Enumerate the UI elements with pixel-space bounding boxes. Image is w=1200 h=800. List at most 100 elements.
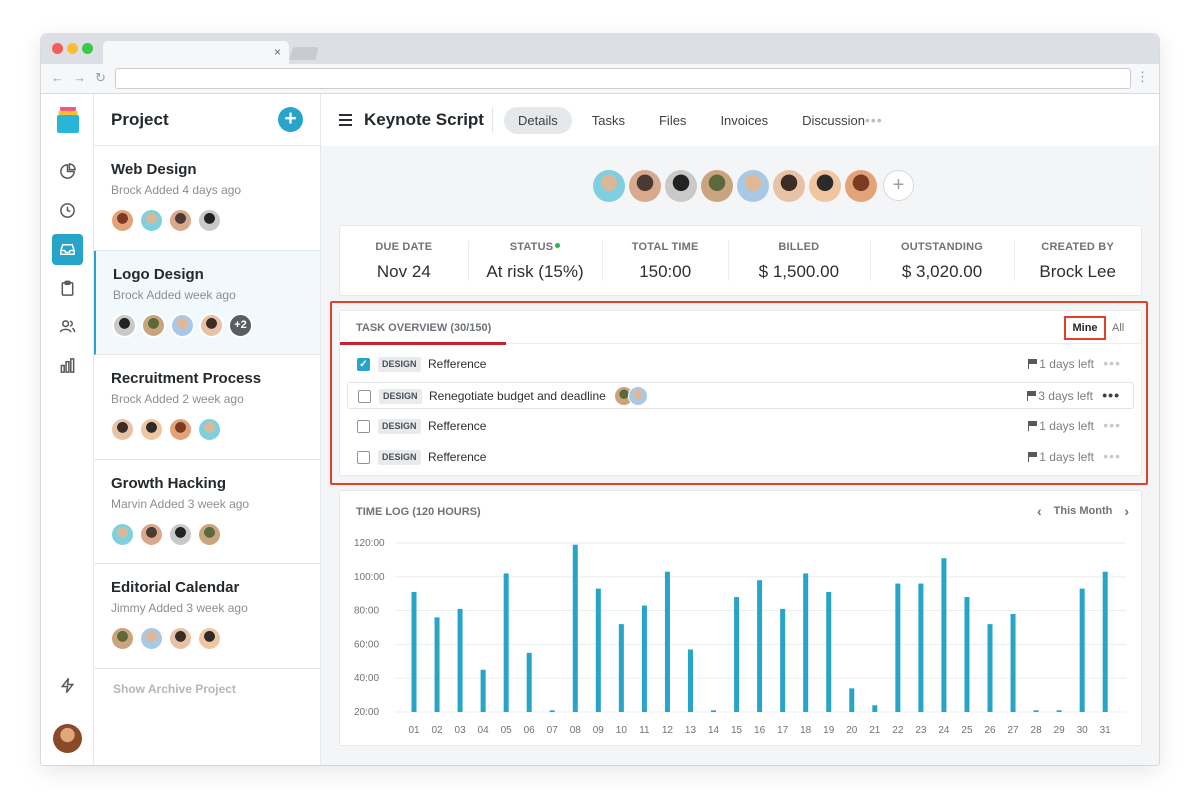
bar[interactable]	[503, 573, 509, 712]
tab-files[interactable]: Files	[658, 113, 687, 128]
bar-chart-icon[interactable]	[52, 350, 83, 381]
bar[interactable]	[1102, 571, 1108, 712]
task-row[interactable]: ✓ DESIGN Refference 1 days left •••	[347, 351, 1134, 378]
bar[interactable]	[434, 617, 440, 712]
next-period-icon[interactable]: ›	[1124, 503, 1129, 519]
prev-period-icon[interactable]: ‹	[1037, 503, 1042, 519]
project-item[interactable]: Logo Design Brock Added week ago +2	[94, 250, 320, 355]
lightning-icon[interactable]	[52, 670, 83, 701]
bar[interactable]	[641, 605, 647, 712]
forward-icon[interactable]: →	[73, 70, 86, 85]
bar[interactable]	[780, 608, 786, 712]
bar[interactable]	[1079, 588, 1085, 712]
bar[interactable]	[595, 588, 601, 712]
menu-icon[interactable]	[339, 114, 352, 126]
inbox-icon[interactable]	[52, 234, 83, 265]
project-item[interactable]: Growth Hacking Marvin Added 3 week ago	[94, 460, 320, 564]
bar[interactable]	[872, 705, 878, 712]
minimize-window-button[interactable]	[67, 43, 78, 54]
task-name[interactable]: Refference	[428, 450, 487, 464]
task-more-icon[interactable]: •••	[1103, 448, 1121, 464]
bar[interactable]	[941, 558, 947, 712]
task-checkbox[interactable]	[358, 390, 371, 403]
user-avatar[interactable]	[53, 724, 82, 753]
bar[interactable]	[895, 583, 901, 712]
tab-discussion[interactable]: Discussion	[802, 113, 865, 128]
browser-menu-icon[interactable]: ⋮	[1136, 69, 1149, 84]
task-row[interactable]: DESIGN Refference 1 days left •••	[347, 444, 1134, 471]
project-item[interactable]: Web Design Brock Added 4 days ago	[94, 146, 320, 251]
member-avatar[interactable]	[845, 170, 877, 202]
browser-tab[interactable]: ×	[103, 41, 289, 65]
reload-icon[interactable]: ↻	[95, 70, 106, 85]
clipboard-icon[interactable]	[52, 273, 83, 304]
project-item[interactable]: Recruitment Process Brock Added 2 week a…	[94, 355, 320, 460]
bar[interactable]	[457, 608, 463, 712]
more-members-badge[interactable]: +2	[228, 312, 253, 338]
more-tabs-icon[interactable]: •••	[865, 112, 883, 128]
address-bar[interactable]	[115, 68, 1131, 89]
x-tick-label: 22	[892, 725, 904, 736]
bar[interactable]	[734, 597, 740, 712]
pie-chart-icon[interactable]	[52, 156, 83, 187]
member-avatar[interactable]	[593, 170, 625, 202]
filter-all-button[interactable]: All	[1112, 322, 1125, 334]
bar[interactable]	[918, 583, 924, 712]
task-more-icon[interactable]: •••	[1103, 355, 1121, 371]
member-avatar[interactable]	[629, 170, 661, 202]
bar[interactable]	[1010, 613, 1016, 712]
bar[interactable]	[687, 649, 693, 712]
task-checkbox[interactable]	[357, 420, 370, 433]
task-name[interactable]: Renegotiate budget and deadline	[429, 389, 606, 403]
member-avatar[interactable]	[773, 170, 805, 202]
bar[interactable]	[1056, 710, 1062, 712]
bar[interactable]	[987, 624, 993, 712]
tab-details[interactable]: Details	[504, 107, 572, 134]
tab-close-icon[interactable]: ×	[273, 45, 281, 59]
bar[interactable]	[757, 580, 763, 712]
bar[interactable]	[618, 624, 624, 712]
project-members	[110, 417, 226, 442]
bar[interactable]	[826, 592, 832, 712]
member-avatar[interactable]	[737, 170, 769, 202]
maximize-window-button[interactable]	[82, 43, 93, 54]
task-row[interactable]: DESIGN Refference 1 days left •••	[347, 413, 1134, 440]
add-member-button[interactable]: +	[883, 170, 914, 201]
bar[interactable]	[549, 710, 555, 712]
bar[interactable]	[480, 669, 486, 712]
avatar	[628, 386, 648, 406]
task-more-icon[interactable]: •••	[1103, 417, 1121, 433]
task-name[interactable]: Refference	[428, 419, 487, 433]
clock-icon[interactable]	[52, 195, 83, 226]
back-icon[interactable]: ←	[51, 70, 64, 85]
member-avatar[interactable]	[809, 170, 841, 202]
tab-invoices[interactable]: Invoices	[720, 113, 769, 128]
users-icon[interactable]	[52, 311, 83, 342]
bar[interactable]	[572, 544, 578, 712]
close-window-button[interactable]	[52, 43, 63, 54]
project-item[interactable]: Editorial Calendar Jimmy Added 3 week ag…	[94, 564, 320, 669]
bar[interactable]	[526, 652, 532, 712]
task-checkbox[interactable]: ✓	[357, 358, 370, 371]
add-project-button[interactable]: +	[278, 107, 303, 132]
bar[interactable]	[1033, 710, 1039, 712]
bar[interactable]	[664, 571, 670, 712]
filter-mine-button[interactable]: Mine	[1064, 316, 1106, 340]
task-name[interactable]: Refference	[428, 357, 487, 371]
member-avatar[interactable]	[701, 170, 733, 202]
task-more-icon[interactable]: •••	[1102, 387, 1120, 403]
bar[interactable]	[803, 573, 809, 712]
new-tab-button[interactable]	[289, 47, 319, 60]
app-logo-icon[interactable]	[57, 107, 79, 133]
bar[interactable]	[711, 710, 717, 712]
bar[interactable]	[411, 592, 417, 712]
task-row[interactable]: DESIGN Renegotiate budget and deadline 3…	[347, 382, 1134, 409]
project-meta: Brock Added 2 week ago	[111, 392, 244, 406]
member-avatar[interactable]	[665, 170, 697, 202]
tab-tasks[interactable]: Tasks	[591, 113, 625, 128]
show-archive-link[interactable]: Show Archive Project	[113, 682, 236, 696]
bar[interactable]	[849, 688, 855, 712]
bar[interactable]	[964, 597, 970, 712]
task-checkbox[interactable]	[357, 451, 370, 464]
avatar	[168, 417, 193, 442]
